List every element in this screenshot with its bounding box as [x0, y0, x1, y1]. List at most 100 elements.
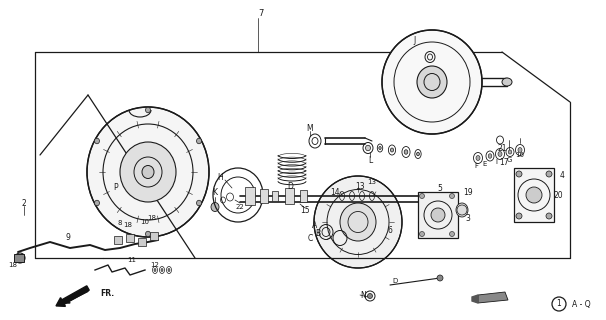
Circle shape — [546, 213, 552, 219]
Text: 1: 1 — [557, 300, 561, 308]
Text: P: P — [114, 182, 118, 191]
Bar — [418, 192, 458, 238]
Text: D: D — [392, 278, 398, 284]
Ellipse shape — [416, 152, 419, 156]
Ellipse shape — [340, 203, 376, 241]
Ellipse shape — [488, 154, 492, 158]
Circle shape — [516, 213, 522, 219]
Text: 21: 21 — [498, 143, 507, 153]
Ellipse shape — [168, 268, 170, 271]
Ellipse shape — [518, 148, 522, 152]
Text: H: H — [217, 172, 223, 181]
Text: 7: 7 — [258, 9, 264, 18]
Text: 11: 11 — [127, 257, 136, 263]
Ellipse shape — [456, 203, 468, 217]
Text: 3: 3 — [465, 213, 470, 222]
Text: 16: 16 — [516, 152, 525, 158]
Circle shape — [431, 208, 445, 222]
Ellipse shape — [417, 66, 447, 98]
Circle shape — [450, 231, 454, 236]
Ellipse shape — [508, 150, 512, 154]
Circle shape — [450, 194, 454, 198]
Ellipse shape — [87, 107, 209, 237]
Circle shape — [367, 293, 373, 299]
Ellipse shape — [145, 107, 150, 113]
Text: 20: 20 — [553, 190, 563, 199]
Ellipse shape — [314, 176, 402, 268]
FancyArrow shape — [56, 286, 89, 306]
Ellipse shape — [145, 231, 150, 237]
Text: F: F — [474, 163, 478, 169]
Bar — [514, 168, 554, 222]
Ellipse shape — [390, 148, 394, 152]
Text: 6: 6 — [388, 226, 393, 235]
Text: 13: 13 — [355, 181, 365, 190]
Text: M: M — [307, 124, 313, 132]
Text: 9: 9 — [65, 233, 70, 242]
Bar — [272, 191, 278, 201]
Ellipse shape — [382, 30, 482, 134]
Ellipse shape — [404, 150, 408, 154]
Circle shape — [419, 194, 424, 198]
Ellipse shape — [502, 78, 512, 86]
Text: 18: 18 — [147, 215, 156, 221]
Text: J: J — [414, 36, 416, 44]
Text: G: G — [506, 157, 511, 163]
Text: A: A — [312, 220, 318, 229]
Polygon shape — [478, 292, 508, 303]
Text: 10: 10 — [141, 219, 150, 225]
Text: K: K — [213, 188, 218, 196]
Text: 22: 22 — [236, 204, 244, 210]
Bar — [285, 188, 294, 204]
Ellipse shape — [120, 142, 176, 202]
Text: FR.: FR. — [100, 290, 114, 299]
Ellipse shape — [161, 268, 163, 271]
Ellipse shape — [196, 200, 202, 206]
Text: 5: 5 — [438, 183, 442, 193]
Circle shape — [516, 171, 522, 177]
Text: 18: 18 — [8, 262, 18, 268]
Bar — [245, 187, 255, 205]
Bar — [260, 189, 268, 203]
Text: 19: 19 — [463, 188, 473, 196]
Text: 17: 17 — [499, 157, 509, 166]
Text: L: L — [368, 156, 372, 164]
Polygon shape — [472, 295, 478, 303]
Bar — [14, 254, 24, 262]
Ellipse shape — [476, 156, 480, 160]
Text: B: B — [316, 228, 321, 237]
Circle shape — [526, 187, 542, 203]
Ellipse shape — [365, 145, 370, 151]
Circle shape — [419, 231, 424, 236]
Text: 14: 14 — [330, 188, 340, 196]
Ellipse shape — [142, 165, 154, 179]
Text: 18: 18 — [124, 222, 133, 228]
Text: 13: 13 — [367, 179, 376, 185]
Circle shape — [546, 171, 552, 177]
Ellipse shape — [95, 138, 99, 144]
Text: E: E — [483, 161, 487, 167]
Ellipse shape — [379, 147, 381, 149]
Bar — [300, 190, 307, 202]
Text: 8: 8 — [118, 220, 122, 226]
Text: C: C — [307, 234, 313, 243]
Circle shape — [437, 275, 443, 281]
Bar — [126, 234, 134, 242]
Bar — [150, 232, 158, 240]
Text: 2: 2 — [22, 198, 27, 207]
FancyArrowPatch shape — [65, 291, 87, 303]
Text: 12: 12 — [150, 262, 159, 268]
Text: A - Q: A - Q — [572, 300, 591, 308]
Ellipse shape — [196, 138, 202, 144]
Text: D: D — [287, 181, 293, 190]
Text: 15: 15 — [300, 205, 310, 214]
Bar — [114, 236, 122, 244]
Text: 4: 4 — [559, 171, 564, 180]
Text: N: N — [360, 292, 366, 300]
Ellipse shape — [95, 200, 99, 206]
Ellipse shape — [211, 203, 219, 212]
Ellipse shape — [498, 152, 502, 156]
Bar — [138, 238, 146, 246]
Ellipse shape — [154, 268, 156, 271]
Text: I: I — [495, 159, 497, 165]
